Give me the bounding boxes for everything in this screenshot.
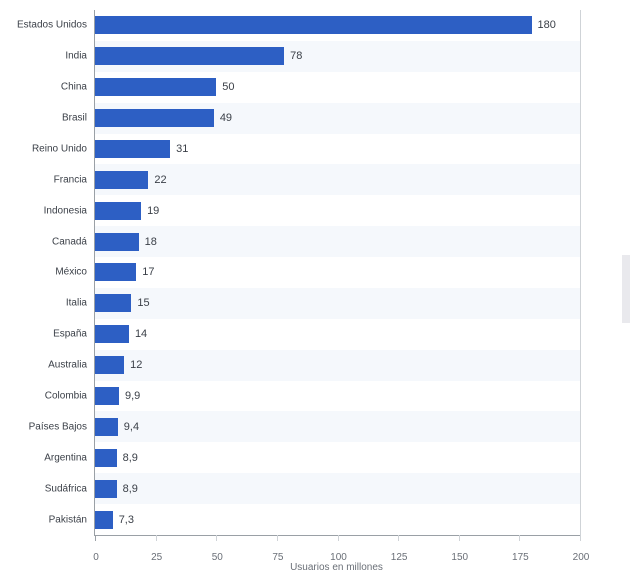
- bar: [95, 418, 118, 436]
- bar: [95, 356, 124, 374]
- chart-row: Francia22: [95, 164, 580, 195]
- chart-row: India78: [95, 41, 580, 72]
- value-label: 78: [284, 50, 302, 62]
- y-label: España: [53, 329, 95, 340]
- value-label: 19: [141, 205, 159, 217]
- chart-row: China50: [95, 72, 580, 103]
- bar: [95, 387, 119, 405]
- bar: [95, 263, 136, 281]
- value-label: 9,9: [119, 390, 140, 402]
- chart-row: Sudáfrica8,9: [95, 473, 580, 504]
- y-label: Brasil: [62, 113, 95, 124]
- row-band: [95, 473, 580, 504]
- y-label: Sudáfrica: [45, 483, 95, 494]
- bar: [95, 171, 148, 189]
- y-label: Italia: [66, 298, 95, 309]
- chart-row: Estados Unidos180: [95, 10, 580, 41]
- bar: [95, 233, 139, 251]
- y-label: China: [61, 82, 95, 93]
- row-band: [95, 257, 580, 288]
- bar: [95, 449, 117, 467]
- bar: [95, 109, 214, 127]
- value-label: 18: [139, 236, 157, 248]
- row-band: [95, 442, 580, 473]
- value-label: 31: [170, 143, 188, 155]
- value-label: 14: [129, 328, 147, 340]
- chart-row: Pakistán7,3: [95, 504, 580, 535]
- row-band: [95, 195, 580, 226]
- bar: [95, 480, 117, 498]
- bar: [95, 16, 532, 34]
- value-label: 180: [532, 19, 556, 31]
- chart-row: Brasil49: [95, 103, 580, 134]
- bar-chart: 0255075100125150175200Estados Unidos180I…: [14, 10, 614, 570]
- row-band: [95, 504, 580, 535]
- value-label: 49: [214, 112, 232, 124]
- chart-row: Argentina8,9: [95, 442, 580, 473]
- y-label: México: [55, 267, 95, 278]
- value-label: 17: [136, 266, 154, 278]
- chart-row: España14: [95, 319, 580, 350]
- value-label: 22: [148, 174, 166, 186]
- row-band: [95, 411, 580, 442]
- value-label: 9,4: [118, 421, 139, 433]
- y-label: Canadá: [52, 236, 95, 247]
- y-label: India: [65, 51, 95, 62]
- chart-stage: 0255075100125150175200Estados Unidos180I…: [0, 0, 630, 577]
- bar: [95, 47, 284, 65]
- bar: [95, 325, 129, 343]
- bar: [95, 140, 170, 158]
- row-band: [95, 288, 580, 319]
- chart-row: Colombia9,9: [95, 381, 580, 412]
- row-band: [95, 319, 580, 350]
- y-label: Indonesia: [44, 205, 95, 216]
- chart-row: Reino Unido31: [95, 134, 580, 165]
- row-band: [95, 226, 580, 257]
- value-label: 15: [131, 297, 149, 309]
- chart-row: Países Bajos9,4: [95, 411, 580, 442]
- chart-row: Italia15: [95, 288, 580, 319]
- y-label: Francia: [54, 174, 95, 185]
- chart-row: México17: [95, 257, 580, 288]
- bar: [95, 511, 113, 529]
- value-label: 8,9: [117, 452, 138, 464]
- y-label: Australia: [48, 360, 95, 371]
- chart-row: Indonesia19: [95, 195, 580, 226]
- bar: [95, 78, 216, 96]
- row-band: [95, 350, 580, 381]
- plot-area: 0255075100125150175200Estados Unidos180I…: [94, 10, 580, 536]
- row-band: [95, 381, 580, 412]
- value-label: 7,3: [113, 514, 134, 526]
- bar: [95, 294, 131, 312]
- row-band: [95, 164, 580, 195]
- x-axis-label: Usuarios en millones: [94, 562, 579, 573]
- y-label: Argentina: [44, 452, 95, 463]
- side-handle: [622, 255, 630, 323]
- gridline: 200: [580, 10, 581, 541]
- value-label: 8,9: [117, 483, 138, 495]
- chart-row: Canadá18: [95, 226, 580, 257]
- y-label: Estados Unidos: [17, 20, 95, 31]
- bar: [95, 202, 141, 220]
- value-label: 50: [216, 81, 234, 93]
- y-label: Reino Unido: [32, 143, 95, 154]
- value-label: 12: [124, 359, 142, 371]
- chart-row: Australia12: [95, 350, 580, 381]
- y-label: Países Bajos: [29, 421, 95, 432]
- y-label: Colombia: [45, 391, 95, 402]
- y-label: Pakistán: [49, 514, 95, 525]
